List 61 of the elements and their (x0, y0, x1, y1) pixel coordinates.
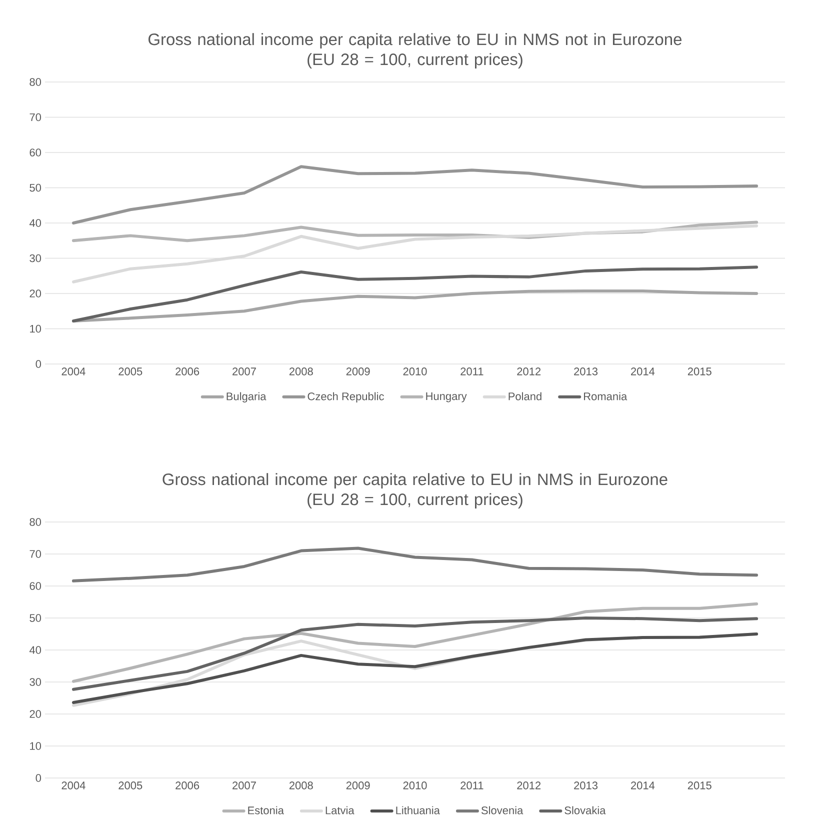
line-series (72, 616, 758, 691)
x-tick-label: 2009 (346, 368, 370, 376)
y-tick-label: 20 (30, 710, 42, 718)
y-tick-label: 30 (30, 678, 42, 686)
y-tick-label: 70 (30, 113, 42, 122)
line-series (72, 546, 758, 582)
x-tick-label: 2006 (176, 368, 200, 376)
y-tick-label: 70 (30, 550, 42, 558)
y-tick-label: 80 (30, 518, 42, 526)
y-tick-label: 60 (30, 148, 42, 156)
x-tick-label: 2010 (403, 782, 427, 790)
x-tick-label: 2007 (232, 368, 256, 376)
x-tick-label: 2005 (118, 782, 142, 790)
chart-title: Gross national income per capita relative to EU in NMS not in Eurozone (148, 33, 682, 48)
x-tick-label: 2015 (688, 782, 712, 790)
y-tick-label: 60 (30, 582, 42, 590)
y-tick-label: 10 (30, 324, 42, 333)
x-tick-label: 2014 (631, 782, 655, 790)
legend-label: Hungary (426, 392, 467, 402)
x-tick-label: 2012 (517, 782, 541, 790)
y-tick-label: 20 (30, 290, 42, 298)
x-tick-label: 2005 (118, 368, 142, 376)
x-tick-label: 2013 (574, 782, 598, 790)
legend-label: Estonia (248, 806, 284, 814)
x-tick-label: 2009 (346, 782, 370, 790)
y-tick-label: 40 (29, 646, 42, 654)
y-tick-label: 30 (30, 254, 42, 262)
x-tick-label: 2004 (62, 368, 86, 376)
y-tick-label: 40 (29, 219, 42, 227)
legend-label: Slovenia (481, 806, 524, 814)
x-tick-label: 2010 (403, 368, 427, 376)
y-tick-label: 50 (30, 184, 42, 192)
y-tick-label: 0 (36, 360, 42, 368)
x-tick-label: 2011 (460, 368, 484, 376)
x-tick-label: 2008 (289, 368, 313, 376)
x-tick-label: 2004 (62, 782, 86, 790)
legend-label: Poland (508, 392, 542, 400)
y-tick-label: 80 (30, 78, 42, 86)
chart-subtitle: (EU 28 = 100, current prices) (308, 493, 522, 508)
x-tick-label: 2007 (232, 782, 256, 790)
line-series (72, 602, 758, 683)
x-tick-label: 2011 (460, 782, 484, 790)
x-tick-label: 2006 (176, 782, 200, 790)
x-tick-label: 2012 (517, 368, 541, 376)
line-series (72, 266, 758, 322)
legend-label: Lithuania (396, 806, 440, 814)
y-tick-label: 10 (30, 742, 42, 750)
y-tick-label: 0 (36, 774, 42, 782)
line-series (72, 165, 758, 224)
x-tick-label: 2008 (289, 782, 313, 790)
legend-label: Czech Republic (308, 392, 384, 402)
x-tick-label: 2015 (688, 368, 712, 376)
x-tick-label: 2013 (574, 368, 598, 376)
chart-subtitle: (EU 28 = 100, current prices) (308, 53, 522, 68)
legend-label: Slovakia (564, 806, 606, 814)
chart-title: Gross national income per capita relative to EU in NMS in Eurozone (162, 473, 668, 488)
legend-label: Romania (584, 392, 628, 400)
x-tick-label: 2014 (631, 368, 655, 376)
y-tick-label: 50 (30, 614, 42, 622)
legend-label: Latvia (326, 806, 354, 814)
legend-label: Bulgaria (226, 392, 266, 402)
